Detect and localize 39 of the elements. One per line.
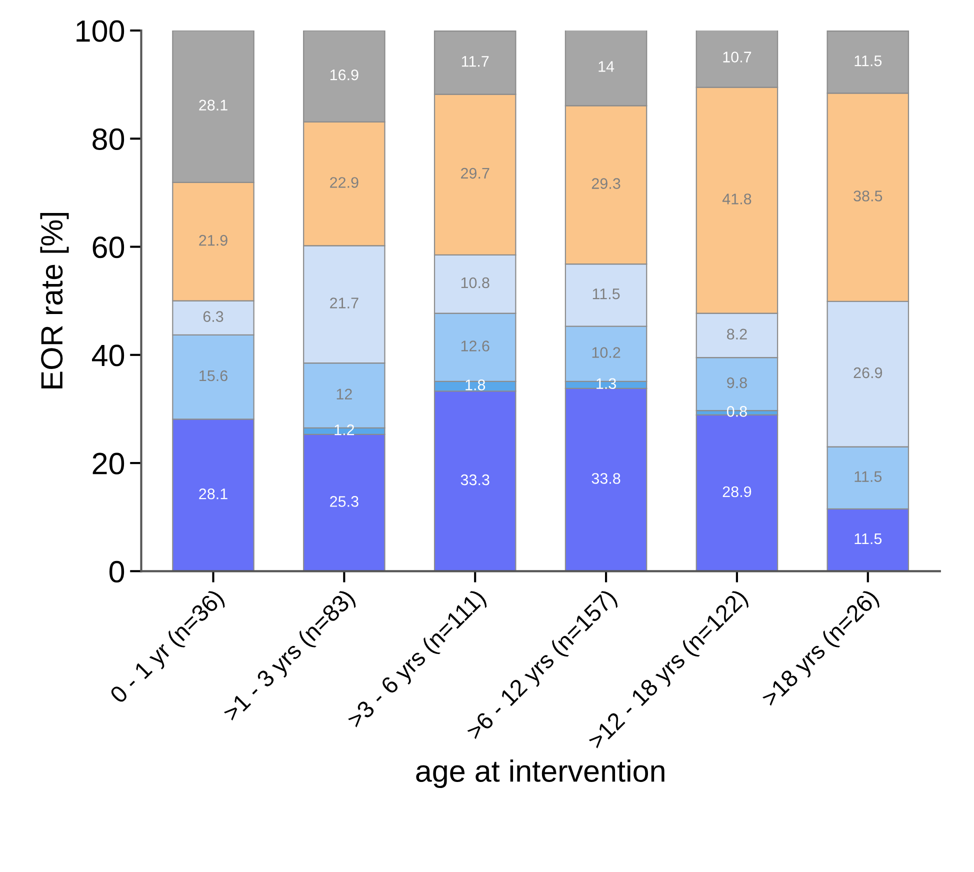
y-tick-label: 40 (92, 344, 124, 366)
data-label: 26.9 (854, 367, 882, 378)
data-label: 28.9 (722, 486, 752, 498)
y-tick-label: 60 (92, 236, 124, 258)
data-label: 25.3 (330, 496, 358, 507)
data-label: 29.3 (592, 178, 620, 189)
data-label: 11.5 (854, 56, 882, 66)
data-label: 14 (598, 61, 614, 72)
data-label: 12 (336, 388, 352, 400)
data-label: 33.3 (460, 474, 490, 486)
data-label: 10.8 (461, 277, 490, 288)
data-label: 41.8 (722, 194, 752, 204)
data-label: 10.2 (592, 347, 620, 358)
data-label: 1.8 (466, 380, 486, 390)
data-label: 11.5 (854, 471, 882, 482)
y-axis-title: EOR rate [%] (40, 213, 69, 388)
data-label: 21.9 (199, 234, 228, 246)
data-label: 11.5 (592, 288, 620, 300)
data-label: 12.6 (461, 340, 490, 352)
x-axis-title: age at intervention (416, 760, 664, 788)
data-label: 10.7 (723, 52, 752, 62)
data-label: 28.1 (199, 100, 228, 111)
data-label: 21.7 (330, 298, 358, 308)
data-label: 11.7 (462, 56, 489, 67)
y-tick-label: 100 (76, 20, 124, 42)
data-label: 16.9 (330, 69, 358, 80)
data-label: 22.9 (330, 177, 358, 188)
y-tick-label: 80 (92, 128, 124, 150)
data-label: 15.6 (200, 370, 228, 382)
y-tick-label: 20 (92, 452, 124, 474)
data-label: 29.7 (461, 168, 490, 179)
data-label: 38.5 (854, 190, 882, 202)
data-label: 9.8 (727, 377, 747, 388)
data-label: 6.3 (203, 311, 224, 322)
data-label: 28.1 (199, 488, 228, 500)
data-label: 8.2 (727, 328, 747, 340)
y-tick-label: 0 (109, 560, 124, 583)
data-label: 11.5 (854, 534, 882, 544)
data-label: 33.8 (592, 473, 620, 484)
